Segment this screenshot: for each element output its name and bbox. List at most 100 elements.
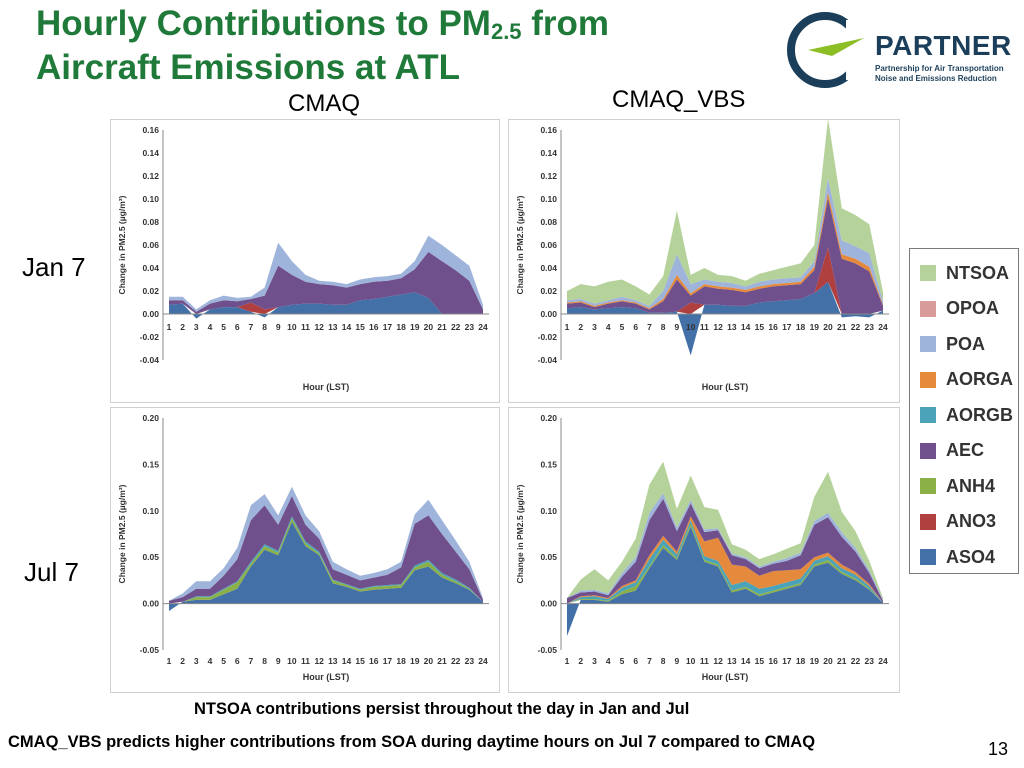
- x-tick-label: 14: [741, 322, 751, 332]
- area-series-aorga: [567, 516, 883, 604]
- y-tick-label: 0.20: [540, 413, 557, 423]
- y-tick-label: 0.10: [540, 506, 557, 516]
- x-tick-label: 5: [221, 322, 226, 332]
- legend-item-ano3: ANO3: [920, 511, 997, 532]
- y-tick-label: 0.14: [540, 148, 557, 158]
- x-tick-label: 12: [713, 322, 723, 332]
- title-line1-pre: Hourly Contributions to PM: [36, 4, 491, 43]
- chart-panel-cmaq-jul7: -0.05 0.00 0.05 0.10 0.15 0.20 1 2 3 4 5 6 7 8 9 10 11 12…: [110, 407, 500, 693]
- x-tick-label: 21: [837, 656, 847, 666]
- x-tick-label: 21: [837, 322, 847, 332]
- x-tick-label: 16: [369, 322, 379, 332]
- legend-swatch: [920, 478, 936, 494]
- y-tick-label: 0.02: [142, 286, 159, 296]
- y-axis-title: Change in PM2.5 (µg/m³): [117, 484, 127, 583]
- area-series-ano3: [169, 292, 483, 314]
- x-tick-label: 16: [768, 322, 778, 332]
- logo-subtitle-line2: Noise and Emissions Reduction: [875, 74, 997, 83]
- y-tick-label: 0.12: [540, 171, 557, 181]
- column-title-cmaq: CMAQ: [288, 90, 360, 117]
- x-tick-label: 13: [328, 656, 338, 666]
- x-tick-label: 4: [606, 656, 611, 666]
- x-tick-label: 9: [675, 322, 680, 332]
- x-tick-label: 9: [276, 656, 281, 666]
- x-tick-label: 15: [755, 322, 765, 332]
- x-tick-label: 7: [249, 322, 254, 332]
- y-tick-label: 0.00: [540, 599, 557, 609]
- x-tick-label: 22: [451, 656, 461, 666]
- chart-panel-vbs-jan7: -0.04 -0.02 0.00 0.02 0.04 0.06 0.08 0.10 0.12 0.…: [508, 119, 900, 403]
- legend-item-poa: POA: [920, 334, 985, 354]
- x-tick-label: 11: [700, 656, 709, 666]
- area-series-ntsoa: [567, 120, 883, 306]
- x-tick-label: 3: [194, 322, 199, 332]
- x-tick-label: 20: [823, 322, 833, 332]
- legend-label: ANH4: [946, 475, 996, 496]
- x-tick-label: 24: [878, 656, 888, 666]
- row-label-jul7: Jul 7: [24, 557, 79, 587]
- x-tick-label: 17: [782, 656, 792, 666]
- y-axis-title: Change in PM2.5 (µg/m³): [515, 195, 525, 294]
- x-tick-label: 15: [355, 656, 365, 666]
- x-tick-label: 12: [314, 656, 324, 666]
- x-tick-label: 1: [167, 322, 172, 332]
- legend-label: ANO3: [946, 511, 997, 531]
- legend-item-aorgb: AORGB: [920, 405, 1013, 425]
- x-tick-label: 2: [180, 656, 185, 666]
- x-tick-label: 19: [810, 656, 820, 666]
- y-tick-label: 0.02: [540, 286, 557, 296]
- title-line2: Aircraft Emissions at ATL: [36, 48, 460, 87]
- x-tick-label: 8: [661, 322, 666, 332]
- y-tick-label: 0.04: [142, 263, 159, 273]
- x-tick-label: 20: [424, 656, 434, 666]
- x-tick-label: 4: [208, 322, 213, 332]
- x-tick-label: 24: [478, 322, 488, 332]
- area-series-poa: [567, 178, 883, 309]
- area-series-ntsoa: [567, 461, 883, 600]
- x-tick-label: 9: [276, 322, 281, 332]
- partner-logo: PARTNER Partnership for Air Transportati…: [780, 10, 1012, 90]
- x-tick-label: 18: [796, 322, 806, 332]
- area-series-aso4: [169, 521, 483, 611]
- legend-label: POA: [946, 333, 986, 354]
- x-tick-label: 15: [755, 656, 765, 666]
- x-axis-title: Hour (LST): [702, 382, 749, 392]
- legend-item-ntsoa: NTSOA: [920, 263, 1009, 283]
- x-tick-label: 19: [410, 656, 420, 666]
- legend-item-aec: AEC: [920, 440, 984, 461]
- x-tick-label: 19: [810, 322, 820, 332]
- legend-swatch: [920, 549, 936, 565]
- x-tick-label: 2: [578, 656, 583, 666]
- title-subscript: 2.5: [490, 19, 522, 44]
- x-tick-label: 3: [592, 656, 597, 666]
- x-tick-label: 6: [633, 656, 638, 666]
- y-tick-label: 0.10: [142, 194, 159, 204]
- area-series-aorgb: [567, 520, 883, 604]
- x-tick-label: 2: [578, 322, 583, 332]
- y-tick-label: 0.08: [142, 217, 159, 227]
- x-tick-label: 21: [437, 656, 447, 666]
- legend-swatch: [920, 265, 936, 281]
- x-tick-label: 10: [287, 322, 297, 332]
- legend-item-opoa: OPOA: [920, 298, 999, 319]
- legend-label: ASO4: [946, 546, 996, 567]
- legend-label: NTSOA: [946, 262, 1009, 283]
- logo-wordmark: PARTNER: [875, 30, 1012, 61]
- area-series-anh4: [567, 523, 883, 604]
- x-tick-label: 14: [342, 322, 352, 332]
- x-tick-label: 4: [208, 656, 213, 666]
- legend-swatch: [920, 336, 936, 352]
- x-tick-label: 3: [194, 656, 199, 666]
- legend-swatch: [920, 371, 936, 388]
- y-tick-label: 0.08: [540, 217, 557, 227]
- x-tick-label: 17: [782, 322, 792, 332]
- y-tick-label: 0.14: [142, 148, 159, 158]
- x-tick-label: 6: [633, 322, 638, 332]
- x-tick-label: 24: [478, 656, 488, 666]
- chart-vbs-jan7: -0.04 -0.02 0.00 0.02 0.04 0.06 0.08 0.10 0.12 0.…: [515, 120, 889, 392]
- x-tick-label: 16: [768, 656, 778, 666]
- y-tick-label: 0.00: [142, 599, 159, 609]
- x-tick-label: 4: [606, 322, 611, 332]
- x-tick-label: 15: [355, 322, 365, 332]
- y-tick-label: 0.20: [142, 413, 159, 423]
